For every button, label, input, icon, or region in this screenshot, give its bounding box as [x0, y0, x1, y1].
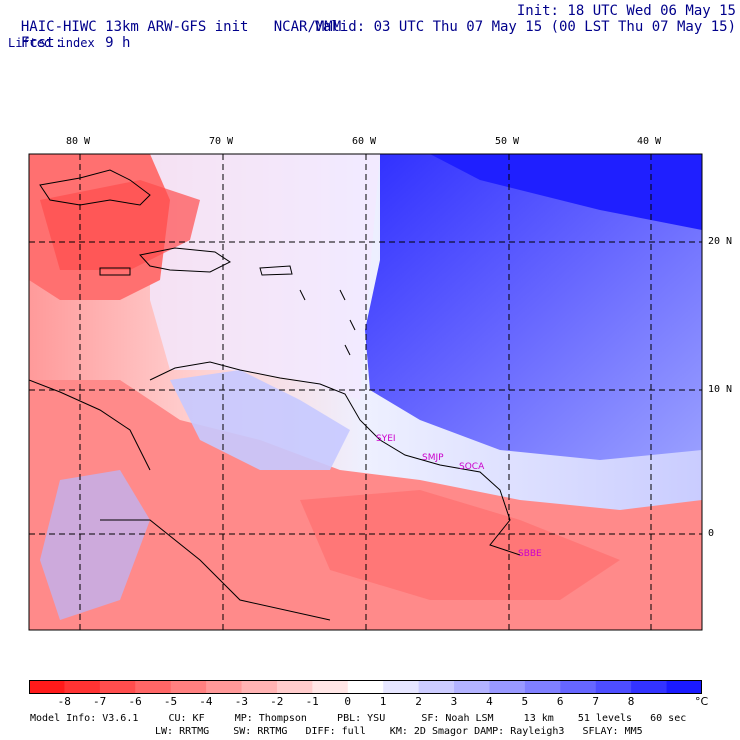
colorbar-tick-label: 4 — [486, 695, 493, 708]
colorbar-tick-label: -2 — [270, 695, 284, 708]
org-label: NCAR/MMM — [273, 19, 342, 35]
colorbar-swatch — [206, 680, 243, 694]
colorbar-swatch — [560, 680, 597, 694]
colorbar-swatch — [454, 680, 490, 694]
lon-label: 40 W — [637, 136, 662, 147]
colorbar-tick-label: -6 — [128, 695, 142, 708]
stable-patch-venezuela — [170, 370, 350, 470]
colorbar-swatch — [383, 680, 420, 694]
city-label-sbbe: SBBE — [518, 549, 542, 559]
colorbar-swatch — [64, 680, 101, 694]
city-markers: SYEI SMJP SOCA SBBE — [376, 434, 542, 559]
colorbar-swatch — [631, 680, 668, 694]
colorbar-tick-label: 3 — [450, 695, 458, 708]
colorbar-tick-label: -4 — [199, 695, 213, 708]
model-info-line1: Model Info: V3.6.1 CU: KF MP: Thompson P… — [30, 713, 687, 724]
coastlines — [29, 169, 521, 621]
colorbar-tick-label: 5 — [521, 695, 529, 708]
colorbar-swatch — [666, 680, 702, 694]
colorbar-tick-label: 2 — [415, 695, 422, 708]
colorbar-swatch — [347, 680, 384, 694]
city-label-soca: SOCA — [459, 462, 485, 472]
stable-region-northeast — [365, 154, 702, 460]
colorbar-swatch — [595, 680, 632, 694]
colorbar-swatch — [170, 680, 207, 694]
most-stable-region — [430, 154, 702, 230]
colorbar-swatch — [418, 680, 455, 694]
colorbar-swatch — [99, 680, 136, 694]
field-name: Lifted index — [8, 36, 95, 50]
map-frame — [28, 153, 703, 631]
model-info-line2: LW: RRTMG SW: RRTMG DIFF: full KM: 2D Sm… — [155, 726, 643, 737]
city-label-smjp: SMJP — [422, 453, 444, 463]
colorbar-swatch — [241, 680, 278, 694]
colorbar-tick-label: 6 — [556, 695, 564, 708]
lon-label: 80 W — [66, 136, 91, 147]
colorbar-tick-label: -3 — [234, 695, 248, 708]
lon-label: 60 W — [352, 136, 377, 147]
colorbar-tick-label: -8 — [57, 695, 71, 708]
city-label-syei: SYEI — [376, 434, 396, 444]
colorbar-swatch — [524, 680, 561, 694]
colorbar-tick-label: 0 — [344, 695, 351, 708]
caribbean-neutral-region — [150, 154, 380, 400]
graticule — [29, 154, 702, 630]
colorbar-swatch — [489, 680, 526, 694]
lon-label: 50 W — [495, 136, 520, 147]
colorbar-tick-label: 7 — [592, 695, 599, 708]
colorbar-tick-label: -7 — [93, 695, 107, 708]
colorbar — [29, 680, 702, 694]
colorbar-tick-label: -1 — [305, 695, 319, 708]
colorbar-swatch — [135, 680, 172, 694]
colorbar-tick-label: -5 — [163, 695, 178, 708]
valid-time: Valid: 03 UTC Thu 07 May 15 (00 LST Thu … — [314, 19, 736, 35]
colorbar-tick-label: 1 — [379, 695, 387, 708]
stable-patch-colombia — [40, 470, 150, 620]
model-title: HAIC-HIWC 13km ARW-GFS init NCAR/MMM — [20, 19, 342, 35]
lat-label: 20 N — [708, 236, 733, 247]
colorbar-swatch — [29, 680, 65, 694]
colorbar-swatch — [276, 680, 313, 694]
colorbar-tick-label: 8 — [627, 695, 635, 708]
init-time: Init: 18 UTC Wed 06 May 15 — [516, 3, 736, 19]
colorbar-swatch — [312, 680, 349, 694]
lat-label: 0 — [708, 528, 715, 539]
lat-label: 10 N — [708, 384, 733, 395]
lon-label: 70 W — [209, 136, 234, 147]
colorbar-unit: °C — [695, 695, 709, 708]
forecast-hour: Fcst: 9 h — [20, 35, 131, 51]
